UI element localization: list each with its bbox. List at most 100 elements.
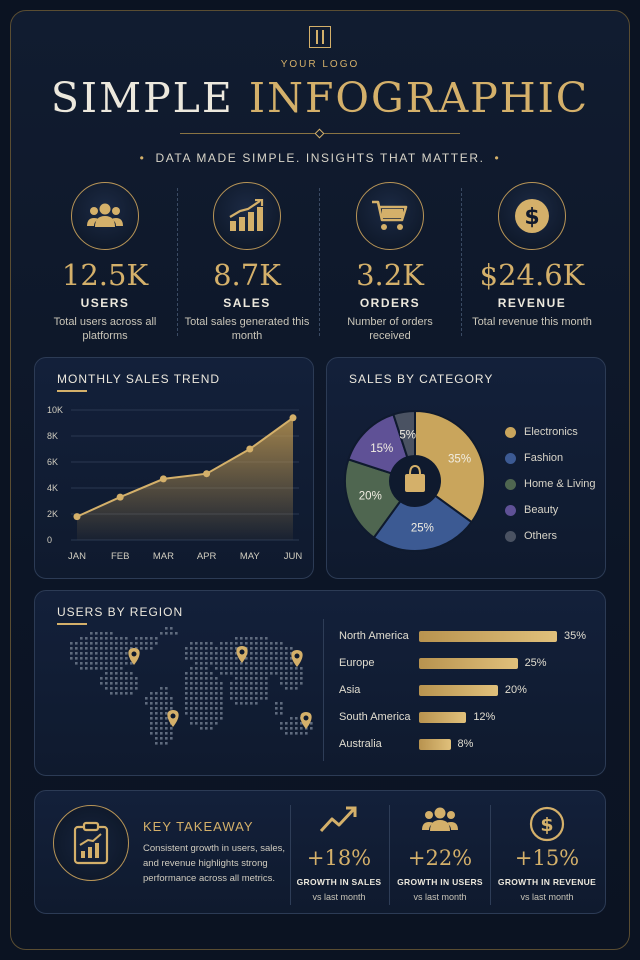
map-dot [285,727,288,730]
map-dot [190,677,193,680]
map-dot [290,672,293,675]
map-dot [200,672,203,675]
map-dot [105,662,108,665]
map-dot [190,652,193,655]
kpi-icon-circle: $ [498,182,566,250]
card-title: USERS BY REGION [57,605,184,619]
map-dot [170,627,173,630]
map-dot [195,652,198,655]
map-dot [280,652,283,655]
map-dot [165,632,168,635]
bar-chart-icon [229,199,264,231]
map-dot [190,692,193,695]
map-dot [255,677,258,680]
map-dot [300,677,303,680]
map-dot [165,702,168,705]
slice-label: 25% [411,522,434,534]
map-dot [160,692,163,695]
map-dot [230,652,233,655]
map-dot [110,647,113,650]
users-icon [422,807,458,831]
kpi-divider [319,188,320,336]
map-dot [150,722,153,725]
map-dot [185,712,188,715]
map-dot [285,722,288,725]
map-dot [250,642,253,645]
map-dot [220,672,223,675]
dollar-icon: $ [515,199,549,233]
map-dot [210,657,213,660]
map-dot [235,702,238,705]
map-dot [195,657,198,660]
map-dot [220,682,223,685]
map-dot [100,667,103,670]
map-dot [110,682,113,685]
map-dot [230,642,233,645]
map-dot [280,662,283,665]
map-dot [175,632,178,635]
map-dot [235,682,238,685]
map-dot [215,647,218,650]
map-dot [215,652,218,655]
map-dot [240,682,243,685]
growth-sub: vs last month [520,892,574,902]
map-dot [150,637,153,640]
map-dot [260,637,263,640]
map-dot [120,647,123,650]
map-dot [130,687,133,690]
map-dot [105,672,108,675]
map-dot [150,642,153,645]
map-dot [115,682,118,685]
kpi-divider [177,188,178,336]
region-percent: 35% [564,630,587,642]
map-dot [140,637,143,640]
map-dot [260,667,263,670]
map-dot [85,637,88,640]
map-dot [170,737,173,740]
map-dot [240,672,243,675]
map-dot [280,657,283,660]
map-dot [255,667,258,670]
map-dot [70,652,73,655]
legend-item: Others [505,530,557,542]
map-dot [125,672,128,675]
map-dot [125,637,128,640]
map-dot [155,722,158,725]
map-dot [225,662,228,665]
map-dot [190,717,193,720]
map-dot [205,687,208,690]
map-dot [195,647,198,650]
map-dot [185,647,188,650]
map-dot [155,732,158,735]
map-dot [245,677,248,680]
map-dot [270,667,273,670]
x-tick-label: APR [197,551,217,562]
map-dot [210,702,213,705]
growth-value: +15% [514,846,580,870]
map-dot [210,677,213,680]
map-dot [110,692,113,695]
map-dot [260,652,263,655]
map-dot [220,717,223,720]
map-dot [190,697,193,700]
map-dot [115,652,118,655]
map-dot [285,672,288,675]
map-dot [295,727,298,730]
map-dot [155,707,158,710]
map-dot [160,732,163,735]
map-dot [200,682,203,685]
map-dot [205,717,208,720]
map-dot [155,742,158,745]
y-tick-label: 4K [47,483,58,493]
map-dot [100,647,103,650]
data-point [116,493,124,501]
bullet-icon: • [494,151,501,165]
map-dot [125,677,128,680]
map-dot [195,687,198,690]
map-dot [105,652,108,655]
map-dot [200,712,203,715]
map-dot [250,687,253,690]
map-dot [285,687,288,690]
map-dot [165,712,168,715]
map-dot [110,632,113,635]
